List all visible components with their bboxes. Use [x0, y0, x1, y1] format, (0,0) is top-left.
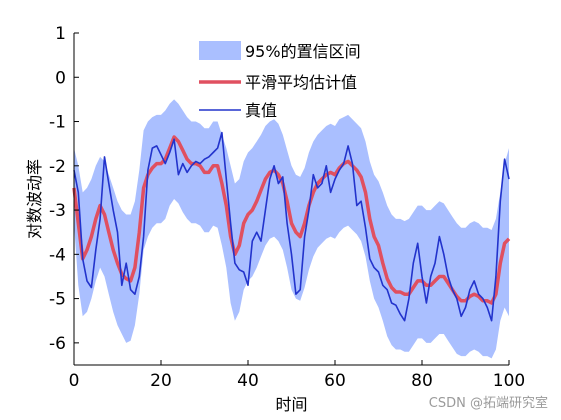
y-tick-label: -3 [49, 201, 66, 221]
x-tick-label: 60 [324, 371, 346, 391]
x-tick-label: 0 [69, 371, 80, 391]
legend: 95%的置信区间 平滑平均估计值 真值 [199, 41, 361, 120]
true-value-line [73, 131, 510, 322]
x-tick-label: 20 [150, 371, 172, 391]
y-axis-label: 对数波动率 [25, 159, 44, 239]
watermark-text: CSDN @拓端研究室 [429, 395, 548, 411]
y-tick-label: -4 [49, 245, 66, 265]
legend-smooth-label: 平滑平均估计值 [245, 73, 357, 92]
x-tick-label: 40 [237, 371, 259, 391]
plot-area [72, 99, 511, 359]
y-tick-label: 0 [55, 68, 66, 88]
y-tick-label: -6 [49, 334, 66, 354]
x-ticks: 0 20 40 60 80 100 [69, 360, 525, 391]
legend-band-label: 95%的置信区间 [245, 42, 361, 61]
y-tick-label: -1 [49, 113, 66, 133]
legend-band-swatch [199, 41, 241, 60]
smoothed-mean-line [72, 135, 511, 305]
legend-true-label: 真值 [245, 101, 277, 120]
axes: 0 20 40 60 80 100 1 0 -1 -2 -3 -4 -5 -6 [49, 24, 525, 391]
y-tick-label: -5 [49, 290, 66, 310]
y-tick-label: 1 [55, 24, 66, 44]
x-tick-label: 100 [493, 371, 525, 391]
y-ticks: 1 0 -1 -2 -3 -4 -5 -6 [49, 24, 79, 354]
x-axis-label: 时间 [275, 395, 307, 414]
x-tick-label: 80 [411, 371, 433, 391]
y-tick-label: -2 [49, 157, 66, 177]
